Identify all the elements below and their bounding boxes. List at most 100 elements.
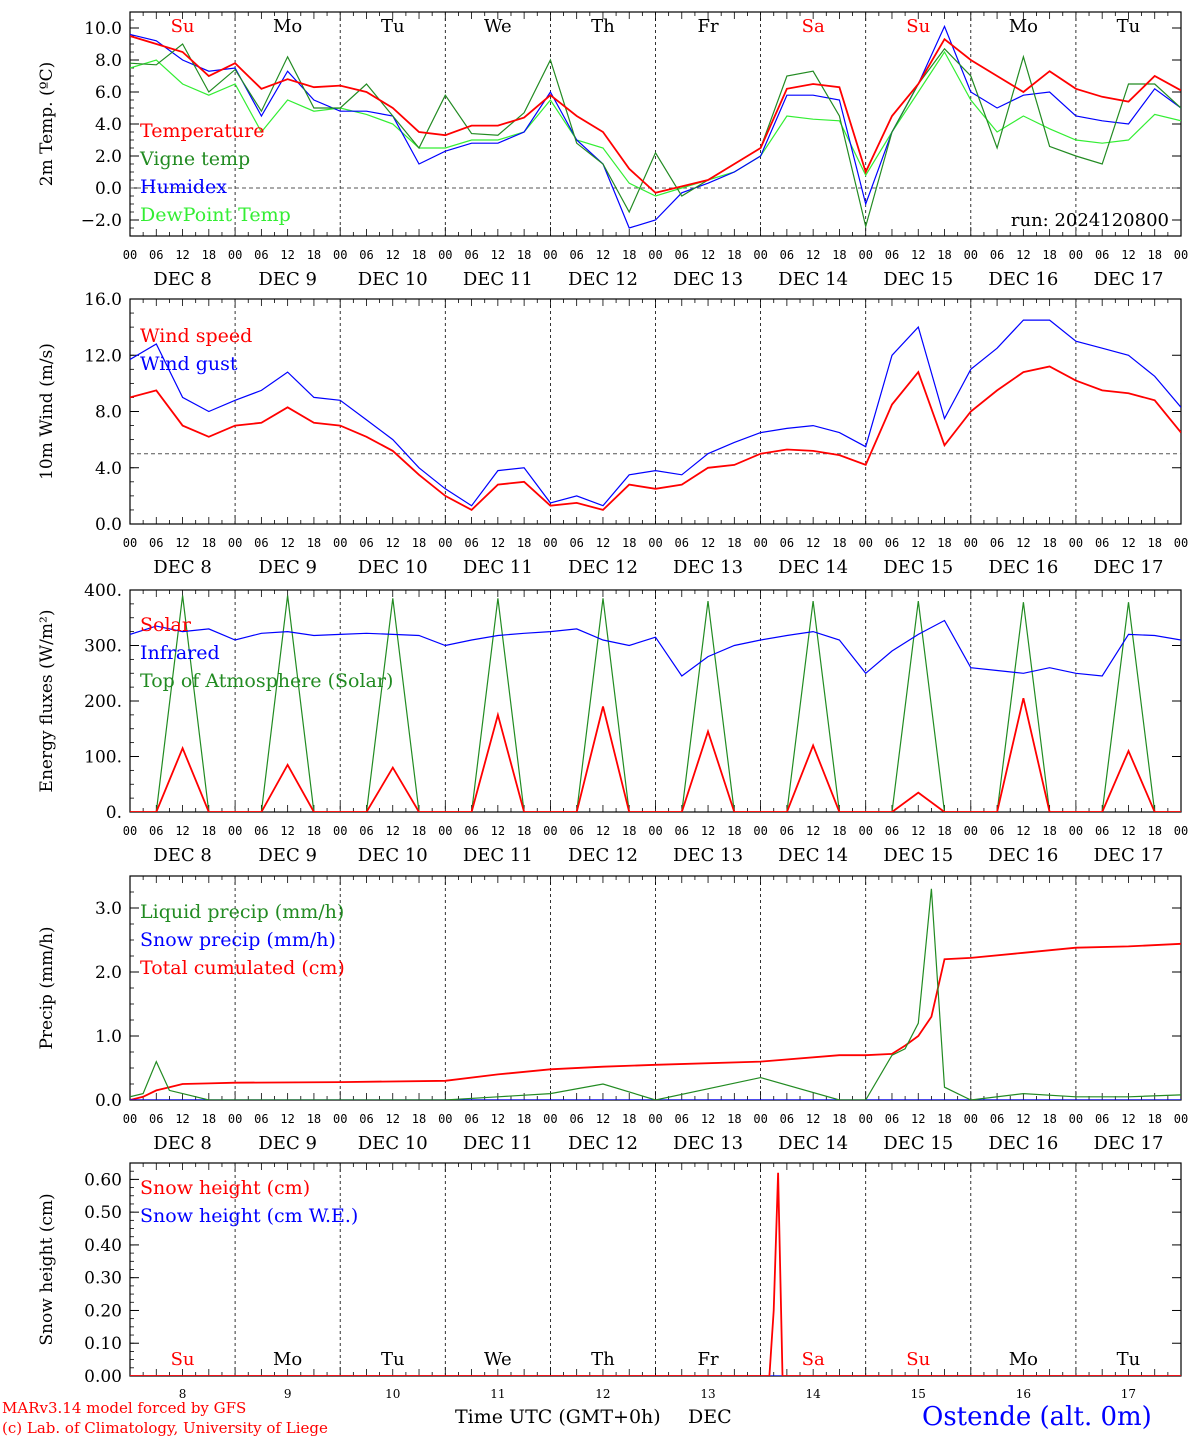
hour-label: 18 [517,536,531,550]
hour-label: 18 [517,824,531,838]
hour-label: 12 [596,1112,610,1126]
hour-label: 00 [753,536,767,550]
day-number: 17 [1121,1387,1136,1401]
hour-label: 06 [885,248,899,262]
legend-entry: Infrared [140,642,220,664]
hour-label: 12 [386,1112,400,1126]
day-name: Sa [802,16,825,37]
hour-label: 00 [1069,248,1083,262]
day-name: Mo [1009,16,1038,37]
hour-label: 00 [228,824,242,838]
hour-label: 00 [858,536,872,550]
day-number: 13 [700,1387,715,1401]
y-tick-label: 0.20 [84,1301,122,1321]
date-label: DEC 16 [988,1133,1058,1154]
hour-label: 00 [438,536,452,550]
y-tick-label: −2.0 [81,211,122,231]
hour-label: 00 [858,824,872,838]
hour-label: 12 [1121,1112,1135,1126]
hour-label: 00 [964,248,978,262]
hour-label: 06 [569,248,583,262]
plot-frame [129,11,1182,237]
hour-label: 12 [911,1112,925,1126]
day-number: 9 [284,1387,292,1401]
hour-label: 12 [175,824,189,838]
hour-label: 00 [333,1112,347,1126]
hour-label: 06 [675,824,689,838]
hour-label: 00 [228,248,242,262]
legend-entry: Snow height (cm W.E.) [140,1205,358,1227]
hour-label: 06 [149,536,163,550]
hour-label: 06 [569,824,583,838]
hour-label: 12 [806,1112,820,1126]
hour-label: 00 [648,536,662,550]
model-credit: MARv3.14 model forced by GFS [2,1399,247,1417]
hour-label: 12 [280,824,294,838]
y-tick-label: 0.40 [84,1236,122,1256]
y-tick-label: 2.0 [95,963,122,983]
legend-entry: Wind speed [140,325,252,347]
hour-label: 18 [1042,824,1056,838]
hour-label: 12 [491,536,505,550]
hour-label: 00 [1069,1112,1083,1126]
hour-label: 06 [254,536,268,550]
hour-label: 00 [1069,536,1083,550]
hour-label: 12 [1121,248,1135,262]
plot-frame [129,298,1182,525]
series-line-infrared [130,619,1181,677]
y-tick-label: 400. [84,581,122,601]
y-tick-label: 0.10 [84,1334,122,1354]
legend-entry: Total cumulated (cm) [140,957,345,979]
date-label: DEC 10 [358,557,428,578]
hour-label: 18 [1042,1112,1056,1126]
date-label: DEC 12 [568,845,638,866]
hour-label: 06 [464,536,478,550]
hour-label: 06 [464,248,478,262]
hour-label: 06 [990,824,1004,838]
hour-label: 00 [438,824,452,838]
hour-label: 06 [254,248,268,262]
date-label: DEC 9 [258,557,317,578]
hour-label: 12 [386,536,400,550]
date-label: DEC 13 [673,1133,743,1154]
date-label: DEC 10 [358,269,428,290]
hour-label: 06 [885,824,899,838]
hour-label: 12 [911,248,925,262]
date-label: DEC 14 [778,557,848,578]
legend-entry: Snow height (cm) [140,1177,310,1199]
hour-label: 18 [622,536,636,550]
hour-label: 18 [307,1112,321,1126]
hour-label: 06 [359,1112,373,1126]
date-label: DEC 11 [463,269,533,290]
legend-entry: Solar [140,614,192,636]
day-number: 11 [490,1387,505,1401]
hour-label: 06 [1095,536,1109,550]
date-label: DEC 8 [153,557,212,578]
hour-label: 00 [753,248,767,262]
hour-label: 00 [648,248,662,262]
panel-4: 0.0 1.0 2.0 3.0 Precip (mm/h) Liquid precip (… [37,875,1188,1154]
legend-entry: Vigne temp [139,148,250,170]
date-label: DEC 17 [1093,1133,1163,1154]
y-tick-label: 6.0 [95,83,122,103]
day-name: Th [591,1349,615,1370]
hour-label: 06 [675,248,689,262]
hour-label: 18 [307,248,321,262]
hour-label: 18 [412,824,426,838]
hour-label: 12 [491,1112,505,1126]
run-annotation: run: 2024120800 [1011,210,1169,231]
day-number: 8 [179,1387,187,1401]
hour-label: 00 [228,536,242,550]
hour-label: 06 [149,248,163,262]
hour-label: 12 [280,1112,294,1126]
day-name: Tu [1117,16,1141,37]
date-label: DEC 11 [463,1133,533,1154]
hour-label: 06 [254,1112,268,1126]
date-label: DEC 9 [258,269,317,290]
hour-label: 00 [753,824,767,838]
y-tick-label: 4.0 [95,115,122,135]
date-label: DEC 12 [568,1133,638,1154]
y-tick-label: 8.0 [95,403,122,423]
hour-label: 12 [596,248,610,262]
date-label: DEC 15 [883,1133,953,1154]
